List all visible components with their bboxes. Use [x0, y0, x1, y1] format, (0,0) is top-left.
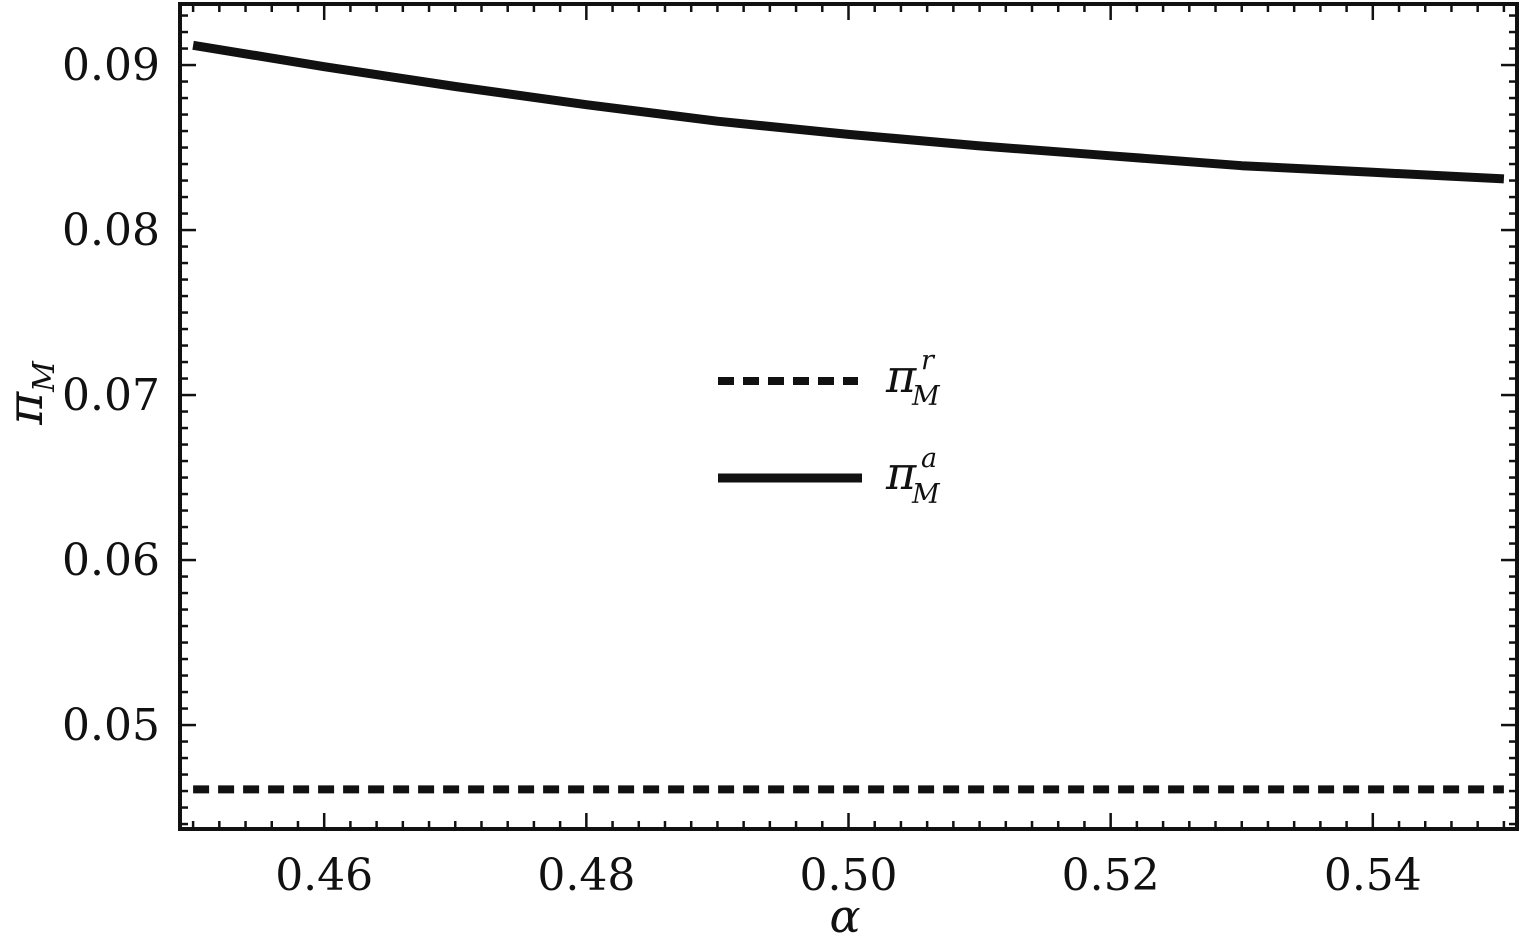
- x-tick-label: 0.50: [800, 850, 898, 901]
- x-tick-label: 0.52: [1062, 850, 1160, 901]
- legend-label-dashed: π: [885, 349, 917, 403]
- y-tick-label: 0.08: [62, 205, 160, 256]
- x-tick-label: 0.54: [1324, 850, 1422, 901]
- y-tick-label: 0.05: [62, 700, 160, 751]
- legend: π r M π a M: [718, 345, 941, 510]
- y-tick-label: 0.06: [62, 535, 160, 586]
- legend-label-dashed-sup: r: [921, 345, 936, 376]
- x-tick-label: 0.46: [275, 850, 373, 901]
- axis-ticks: [180, 4, 1517, 829]
- y-axis-title: πM: [0, 360, 62, 426]
- x-axis-title: α: [829, 889, 860, 939]
- series-lines: [192, 40, 1505, 794]
- legend-label-solid-sub: M: [911, 479, 941, 510]
- x-tick-label: 0.48: [537, 850, 635, 901]
- y-tick-label: 0.09: [62, 40, 160, 91]
- legend-label-solid: π: [885, 446, 917, 500]
- y-tick-label: 0.07: [62, 370, 160, 421]
- series-line-solid: [192, 40, 1505, 184]
- y-tick-labels: 0.05 0.06 0.07 0.08 0.09: [62, 40, 160, 751]
- legend-label-solid-sup: a: [921, 443, 937, 474]
- y-axis-title-sub: M: [27, 360, 62, 393]
- legend-label-dashed-sub: M: [911, 381, 941, 412]
- y-axis-title-main: π: [0, 391, 54, 426]
- plot-frame: [178, 2, 1519, 831]
- x-tick-labels: 0.46 0.48 0.50 0.52 0.54: [275, 850, 1422, 901]
- svg-text:πM: πM: [0, 360, 62, 426]
